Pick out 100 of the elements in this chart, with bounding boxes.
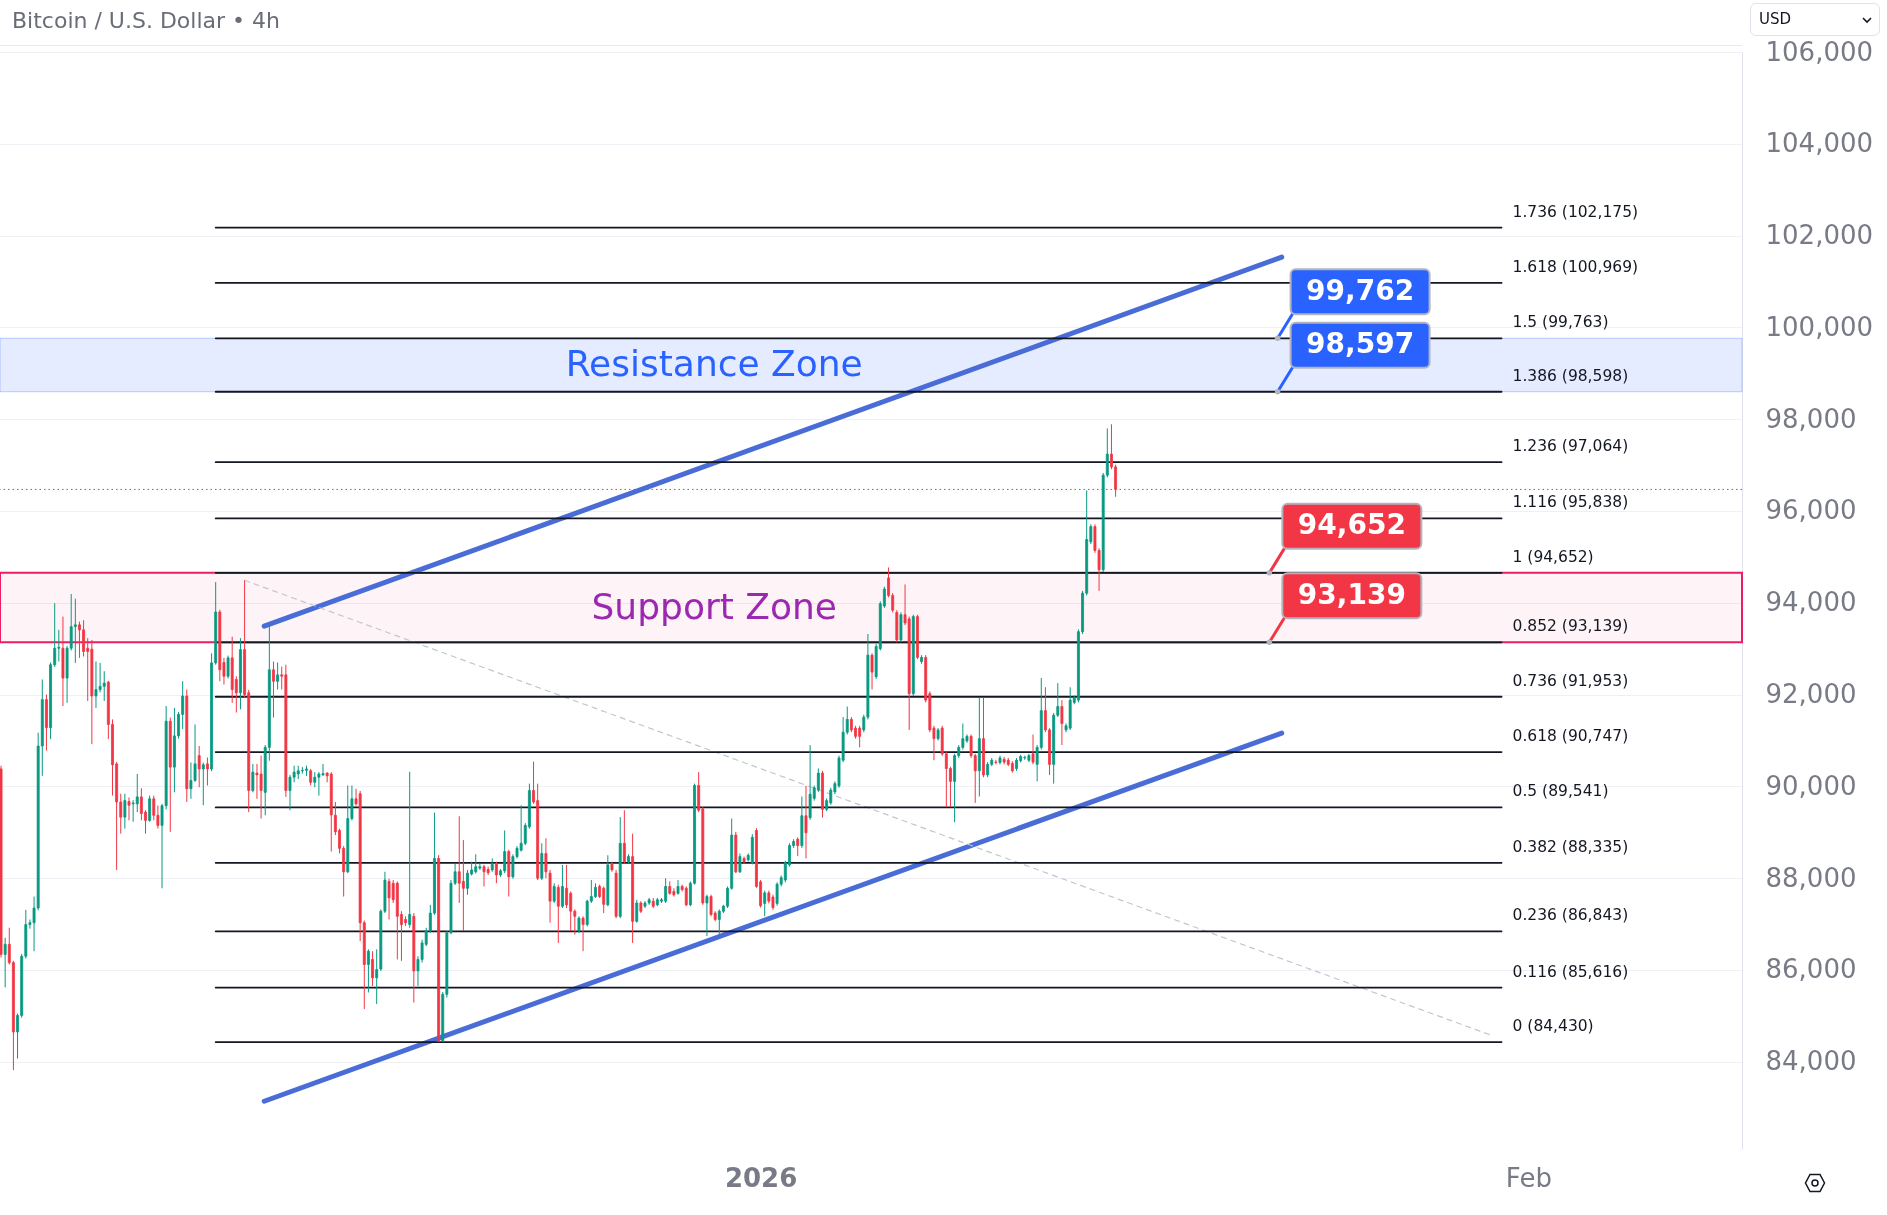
candlestick bbox=[3, 937, 7, 988]
candlestick bbox=[82, 619, 86, 657]
candlestick bbox=[622, 809, 626, 864]
candlestick bbox=[482, 864, 486, 887]
candlestick bbox=[206, 756, 209, 786]
candlestick bbox=[102, 670, 106, 702]
annotation: 99,762 bbox=[1306, 273, 1415, 307]
candlestick bbox=[276, 661, 280, 691]
candlestick bbox=[602, 885, 606, 914]
candlestick bbox=[478, 863, 482, 871]
y-tick-label: 84,000 bbox=[1765, 1046, 1857, 1077]
candlestick bbox=[457, 815, 461, 904]
candlestick bbox=[57, 629, 61, 663]
series-label: 0.236 (86,843) bbox=[1512, 906, 1629, 925]
series-label: 0.736 (91,953) bbox=[1512, 671, 1629, 690]
candlestick bbox=[197, 745, 201, 788]
candlestick bbox=[858, 725, 862, 748]
y-tick-label: 96,000 bbox=[1765, 495, 1857, 526]
candlestick bbox=[127, 796, 131, 821]
candlestick bbox=[131, 799, 135, 823]
candlestick bbox=[494, 861, 498, 884]
series-label: 1 (94,652) bbox=[1512, 547, 1594, 566]
candlestick bbox=[366, 948, 370, 993]
candlestick bbox=[461, 839, 465, 932]
candlestick bbox=[259, 755, 263, 820]
x-tick-label: 2026 bbox=[724, 1162, 798, 1193]
candlestick bbox=[676, 879, 680, 896]
band-label: Support Zone bbox=[591, 585, 837, 627]
series-label: 1.386 (98,598) bbox=[1512, 366, 1629, 385]
candlestick bbox=[664, 877, 668, 904]
candlestick bbox=[556, 884, 560, 944]
y-axis-title: USD bbox=[1759, 10, 1792, 28]
x-tick-label: Feb bbox=[1505, 1162, 1552, 1193]
y-tick-label: 86,000 bbox=[1765, 954, 1857, 985]
candlestick bbox=[251, 763, 255, 793]
candlestick bbox=[1031, 734, 1035, 765]
candlestick bbox=[581, 915, 585, 952]
candlestick bbox=[796, 836, 800, 857]
series-label: 0.116 (85,616) bbox=[1512, 962, 1629, 981]
candlestick bbox=[804, 785, 808, 859]
series-label: 1.5 (99,763) bbox=[1512, 313, 1609, 332]
y-tick-label: 104,000 bbox=[1765, 128, 1874, 159]
candlestick bbox=[808, 744, 812, 821]
series-label: 1.236 (97,064) bbox=[1512, 437, 1629, 456]
y-tick-label: 92,000 bbox=[1765, 679, 1857, 710]
candlestick bbox=[585, 899, 589, 927]
candlestick bbox=[226, 655, 230, 680]
candlestick bbox=[148, 795, 152, 823]
y-tick-label: 90,000 bbox=[1765, 770, 1857, 801]
series-label: 1.618 (100,969) bbox=[1512, 257, 1639, 276]
series-label: 1.116 (95,838) bbox=[1512, 493, 1629, 512]
candlestick bbox=[552, 882, 556, 904]
series-label: 0.5 (89,541) bbox=[1512, 782, 1609, 801]
y-tick-label: 102,000 bbox=[1765, 220, 1874, 251]
candlestick bbox=[709, 894, 713, 917]
series-label: 0.618 (90,747) bbox=[1512, 727, 1629, 746]
candlestick bbox=[123, 793, 127, 830]
candlestick bbox=[371, 950, 374, 987]
candlestick bbox=[139, 787, 143, 821]
annotation: 94,652 bbox=[1297, 508, 1406, 542]
currency-select: USD bbox=[1750, 3, 1880, 36]
candlestick bbox=[763, 890, 767, 917]
annotation: 98,597 bbox=[1306, 327, 1415, 361]
candlestick bbox=[466, 869, 469, 896]
band-label: Resistance Zone bbox=[565, 343, 863, 385]
candlestick bbox=[561, 864, 564, 909]
candlestick bbox=[635, 899, 639, 924]
candlestick bbox=[684, 885, 688, 907]
candlestick bbox=[387, 878, 391, 920]
candlestick bbox=[272, 661, 275, 719]
chart-title: Bitcoin / U.S. Dollar • 4h bbox=[12, 7, 280, 35]
candlestick bbox=[300, 766, 304, 775]
candlestick bbox=[73, 598, 77, 664]
series-label: 0.382 (88,335) bbox=[1512, 837, 1629, 856]
annotation: 93,139 bbox=[1297, 577, 1406, 611]
candlestick bbox=[565, 864, 568, 909]
candlestick bbox=[705, 894, 709, 937]
candlestick bbox=[321, 763, 325, 777]
candlestick bbox=[569, 891, 573, 932]
candlestick bbox=[717, 908, 721, 936]
candlestick bbox=[503, 829, 507, 874]
candlestick bbox=[738, 852, 742, 874]
candlestick bbox=[775, 881, 779, 907]
series-label: 0.852 (93,139) bbox=[1512, 617, 1629, 636]
candlestick bbox=[94, 661, 98, 709]
candlestick bbox=[135, 773, 139, 813]
candlestick bbox=[672, 887, 676, 898]
series-label: 1.736 (102,175) bbox=[1512, 202, 1639, 221]
candlestick bbox=[870, 652, 874, 691]
y-tick-label: 106,000 bbox=[1765, 36, 1874, 67]
candlestick bbox=[78, 621, 81, 659]
candlestick bbox=[317, 771, 321, 797]
candlestick bbox=[474, 853, 478, 875]
y-tick-label: 94,000 bbox=[1765, 587, 1857, 618]
y-tick-label: 98,000 bbox=[1765, 403, 1857, 434]
candlestick bbox=[1060, 699, 1064, 746]
candlestick bbox=[408, 771, 412, 929]
series-label: 0 (84,430) bbox=[1512, 1017, 1594, 1036]
y-tick-label: 88,000 bbox=[1765, 862, 1857, 893]
y-tick-label: 100,000 bbox=[1765, 311, 1874, 342]
